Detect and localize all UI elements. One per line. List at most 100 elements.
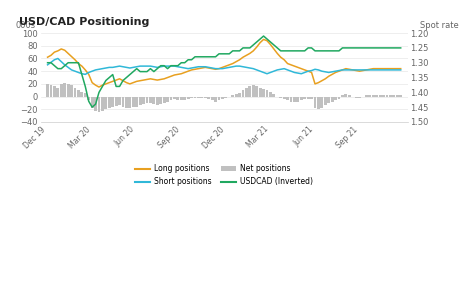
Bar (218, 96, 220, 100)
Bar (210, 96, 214, 100)
Bar (303, 96, 306, 99)
Bar (166, 96, 169, 102)
Bar (108, 96, 111, 108)
Bar (190, 96, 193, 98)
Bar (368, 95, 371, 96)
Bar (221, 96, 224, 99)
Bar (341, 95, 344, 96)
Bar (300, 96, 303, 100)
Bar (87, 96, 90, 100)
Bar (273, 94, 275, 96)
Bar (389, 95, 392, 96)
Bar (399, 95, 402, 96)
Text: 000s: 000s (15, 21, 35, 30)
Bar (238, 93, 241, 96)
Bar (245, 88, 248, 96)
Bar (63, 83, 66, 96)
Bar (176, 96, 179, 100)
Bar (365, 95, 368, 96)
Bar (375, 95, 378, 96)
Bar (94, 96, 97, 111)
Bar (81, 91, 83, 96)
Bar (163, 96, 165, 103)
Bar (70, 85, 73, 96)
Bar (382, 95, 385, 96)
Bar (128, 96, 131, 108)
Bar (355, 96, 357, 98)
Bar (269, 91, 272, 96)
Bar (139, 96, 142, 106)
Bar (334, 96, 337, 100)
Bar (104, 96, 107, 109)
Bar (60, 84, 63, 96)
Bar (115, 96, 118, 106)
Bar (91, 96, 93, 108)
Bar (358, 96, 361, 98)
Bar (317, 96, 320, 109)
Bar (214, 96, 217, 102)
Bar (286, 96, 289, 100)
Bar (385, 95, 389, 96)
Bar (293, 96, 296, 102)
Bar (224, 96, 228, 98)
Bar (183, 96, 186, 100)
Bar (201, 96, 203, 98)
Bar (207, 96, 210, 99)
Bar (50, 85, 53, 96)
Bar (296, 96, 299, 102)
Bar (53, 86, 56, 96)
Bar (156, 96, 159, 106)
Bar (396, 95, 399, 96)
Bar (135, 96, 138, 107)
Bar (255, 86, 258, 96)
Bar (231, 95, 234, 96)
Bar (118, 96, 121, 106)
Bar (262, 89, 265, 96)
Bar (379, 95, 382, 96)
Bar (392, 95, 395, 96)
Bar (310, 96, 313, 99)
Bar (252, 85, 255, 96)
Bar (142, 96, 145, 104)
Bar (204, 96, 207, 98)
Bar (111, 96, 114, 107)
Bar (248, 86, 251, 96)
Bar (265, 90, 268, 96)
Bar (132, 96, 135, 107)
Text: Spot rate: Spot rate (420, 21, 459, 30)
Bar (324, 96, 327, 106)
Bar (84, 94, 87, 96)
Bar (121, 96, 125, 107)
Bar (67, 84, 70, 96)
Bar (327, 96, 330, 103)
Bar (46, 84, 49, 96)
Bar (307, 96, 310, 99)
Bar (313, 96, 317, 108)
Bar (98, 96, 100, 112)
Bar (146, 96, 148, 103)
Bar (235, 94, 237, 96)
Text: USD/CAD Positioning: USD/CAD Positioning (18, 17, 149, 27)
Bar (242, 90, 245, 96)
Bar (73, 88, 76, 96)
Bar (197, 96, 200, 98)
Bar (283, 96, 286, 99)
Bar (56, 88, 59, 96)
Bar (372, 95, 375, 96)
Bar (337, 96, 340, 99)
Bar (348, 95, 351, 96)
Bar (125, 96, 128, 108)
Bar (159, 96, 162, 104)
Bar (320, 96, 323, 108)
Bar (259, 88, 262, 96)
Bar (77, 90, 80, 96)
Bar (101, 96, 104, 111)
Bar (193, 96, 196, 98)
Bar (187, 96, 190, 99)
Legend: Long positions, Short positions, Net positions, USDCAD (Inverted): Long positions, Short positions, Net pos… (132, 161, 316, 189)
Bar (345, 94, 347, 96)
Bar (279, 96, 282, 98)
Bar (180, 96, 183, 100)
Bar (290, 96, 292, 102)
Bar (173, 96, 176, 99)
